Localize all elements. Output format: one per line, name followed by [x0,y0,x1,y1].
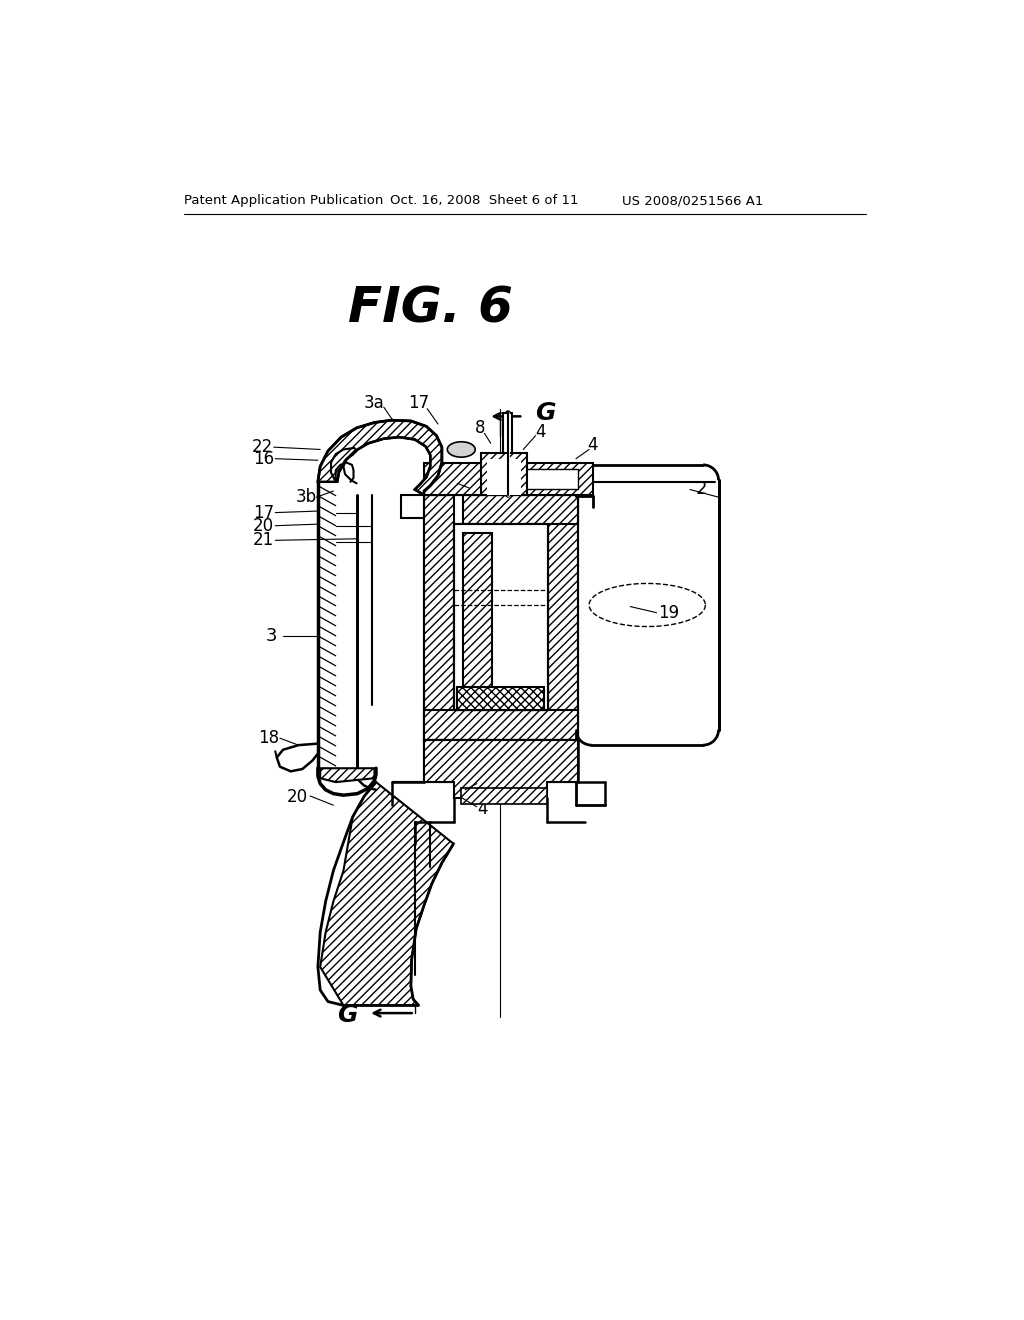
Text: 3a: 3a [365,395,385,412]
Text: US 2008/0251566 A1: US 2008/0251566 A1 [623,194,764,207]
Text: 4: 4 [588,436,598,454]
Polygon shape [548,495,578,739]
Text: 8: 8 [475,418,485,437]
Text: 3: 3 [265,627,278,644]
Text: 19: 19 [658,603,680,622]
Polygon shape [424,462,593,495]
Text: FIG. 6: FIG. 6 [348,285,513,333]
Text: 22: 22 [252,438,272,457]
Text: Oct. 16, 2008  Sheet 6 of 11: Oct. 16, 2008 Sheet 6 of 11 [390,194,579,207]
Text: 20: 20 [253,516,274,535]
Polygon shape [461,788,547,804]
Polygon shape [503,412,512,495]
Text: 4: 4 [478,800,488,818]
Text: 3b: 3b [437,473,458,491]
Polygon shape [484,469,578,488]
Polygon shape [424,739,578,797]
Polygon shape [575,465,719,744]
Polygon shape [424,495,454,739]
Text: 16: 16 [253,450,274,467]
Polygon shape [480,453,527,495]
Polygon shape [391,739,578,781]
Polygon shape [321,768,375,781]
Polygon shape [424,710,578,739]
Text: 17: 17 [408,395,429,412]
Text: 21: 21 [253,532,274,549]
Text: G: G [337,1003,357,1027]
Text: 3b: 3b [296,488,316,506]
Text: Patent Application Publication: Patent Application Publication [183,194,383,207]
Text: 20: 20 [287,788,307,807]
Polygon shape [454,524,548,710]
Polygon shape [321,781,454,1006]
Text: 41: 41 [472,785,494,804]
Polygon shape [317,420,442,495]
Polygon shape [463,533,493,705]
Text: G: G [535,400,555,425]
Text: 4: 4 [478,772,488,789]
Text: 18: 18 [258,729,280,747]
Text: 17: 17 [253,504,274,521]
Polygon shape [447,442,475,457]
Polygon shape [458,688,544,710]
Text: 2: 2 [695,480,708,499]
Polygon shape [463,495,578,524]
Polygon shape [486,459,521,495]
Text: 4: 4 [536,422,546,441]
